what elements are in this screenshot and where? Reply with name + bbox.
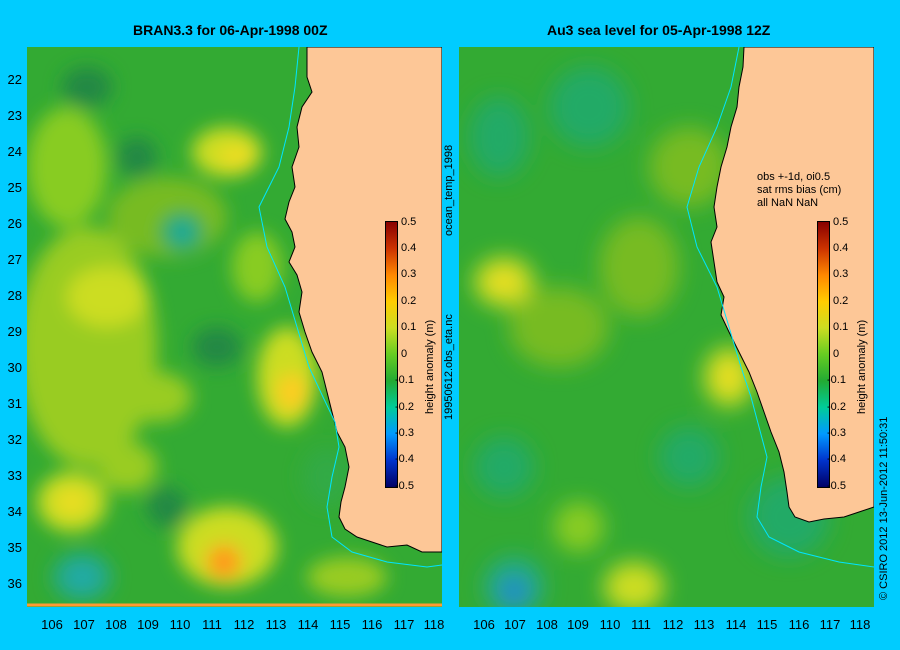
colorbar-tick: 0.2 [401, 295, 417, 307]
y-tick-label: 28 [7, 288, 22, 303]
obs-file-label: 19950612.obs_eta.nc [443, 314, 455, 420]
x-tick-label: 114 [297, 617, 319, 632]
land-mass [284, 47, 442, 553]
y-tick-label: 23 [7, 108, 22, 123]
colorbar-tick: 0 [833, 348, 840, 360]
x-tick-label: 108 [536, 617, 558, 632]
x-tick-label: 113 [265, 617, 287, 632]
left-map-panel [27, 47, 442, 607]
x-tick-label: 111 [631, 617, 651, 632]
colorbar-tick: -0.1 [827, 374, 846, 386]
y-tick-label: 27 [7, 252, 22, 267]
x-tick-label: 108 [105, 617, 127, 632]
colorbar-tick: 0.4 [401, 242, 417, 254]
right-map-panel [459, 47, 874, 607]
colorbar-tick: -0.3 [827, 427, 846, 439]
note-line-1: obs +-1d, oi0.5 [757, 171, 831, 183]
colorbar-tick: -0.2 [395, 401, 414, 413]
x-tick-label: 110 [169, 617, 191, 632]
x-tick-label: 116 [788, 617, 810, 632]
anomaly-blobs-right [469, 67, 829, 607]
copyright-label: © CSIRO 2012 13-Jun-2012 11:50:31 [878, 416, 890, 600]
colorbar-tick: 0.5 [401, 216, 417, 228]
y-tick-label: 35 [7, 540, 22, 555]
y-tick-label: 36 [7, 576, 22, 591]
x-tick-label: 109 [137, 617, 159, 632]
colorbar-tick: 0.1 [833, 321, 849, 333]
y-tick-label: 25 [7, 180, 22, 195]
note-line-3: all NaN NaN [757, 197, 819, 209]
y-tick-label: 34 [7, 504, 22, 519]
y-tick-label: 32 [7, 432, 22, 447]
land-mass-right [710, 47, 874, 523]
colorbar-tick: -0.3 [395, 427, 414, 439]
x-tick-label: 112 [662, 617, 684, 632]
colorbar-tick: 0.5 [833, 216, 849, 228]
colorbar-right-label: height anomaly (m) [856, 319, 868, 414]
left-map-title: BRAN3.3 for 06-Apr-1998 00Z [133, 22, 328, 38]
dataset-label: ocean_temp_1998 [443, 144, 455, 236]
shelf-contour [258, 47, 442, 568]
y-tick-label: 29 [7, 324, 22, 339]
x-tick-label: 116 [361, 617, 383, 632]
colorbar-tick: 0 [401, 348, 408, 360]
colorbar-tick: 0.1 [401, 321, 417, 333]
y-tick-label: 33 [7, 468, 22, 483]
colorbar-left [385, 221, 398, 488]
x-tick-label: 107 [504, 617, 526, 632]
note-line-2: sat rms bias (cm) [757, 184, 842, 196]
x-tick-label: 118 [423, 617, 445, 632]
colorbar-tick: -0.4 [395, 453, 414, 465]
colorbar-tick: -0.5 [827, 480, 846, 492]
colorbar-tick: 0.2 [833, 295, 849, 307]
x-tick-label: 113 [693, 617, 715, 632]
x-tick-label: 111 [202, 617, 222, 632]
colorbar-tick: 0.4 [833, 242, 849, 254]
x-tick-label: 117 [819, 617, 841, 632]
x-tick-label: 118 [849, 617, 871, 632]
y-tick-label: 26 [7, 216, 22, 231]
anomaly-blobs [27, 67, 387, 602]
x-tick-label: 109 [567, 617, 589, 632]
colorbar-tick: 0.3 [401, 268, 417, 280]
right-map-svg [459, 47, 874, 607]
x-tick-label: 117 [393, 617, 415, 632]
x-tick-label: 107 [73, 617, 95, 632]
left-map-svg [27, 47, 442, 607]
colorbar-tick: 0.3 [833, 268, 849, 280]
x-tick-label: 112 [233, 617, 255, 632]
colorbar-right [817, 221, 830, 488]
x-tick-label: 115 [329, 617, 351, 632]
colorbar-tick: -0.4 [827, 453, 846, 465]
shelf-contour-right [686, 47, 874, 568]
colorbar-tick: -0.1 [395, 374, 414, 386]
colorbar-tick: -0.2 [827, 401, 846, 413]
y-tick-label: 30 [7, 360, 22, 375]
y-tick-label: 24 [7, 144, 22, 159]
x-tick-label: 106 [41, 617, 63, 632]
colorbar-left-label: height anomaly (m) [424, 319, 436, 414]
y-tick-label: 22 [7, 72, 22, 87]
x-tick-label: 115 [756, 617, 778, 632]
y-tick-label: 31 [7, 396, 22, 411]
right-map-title: Au3 sea level for 05-Apr-1998 12Z [547, 22, 771, 38]
x-tick-label: 114 [725, 617, 747, 632]
x-tick-label: 106 [473, 617, 495, 632]
colorbar-tick: -0.5 [395, 480, 414, 492]
stats-note: obs +-1d, oi0.5 sat rms bias (cm) all Na… [757, 171, 841, 210]
x-tick-label: 110 [599, 617, 621, 632]
